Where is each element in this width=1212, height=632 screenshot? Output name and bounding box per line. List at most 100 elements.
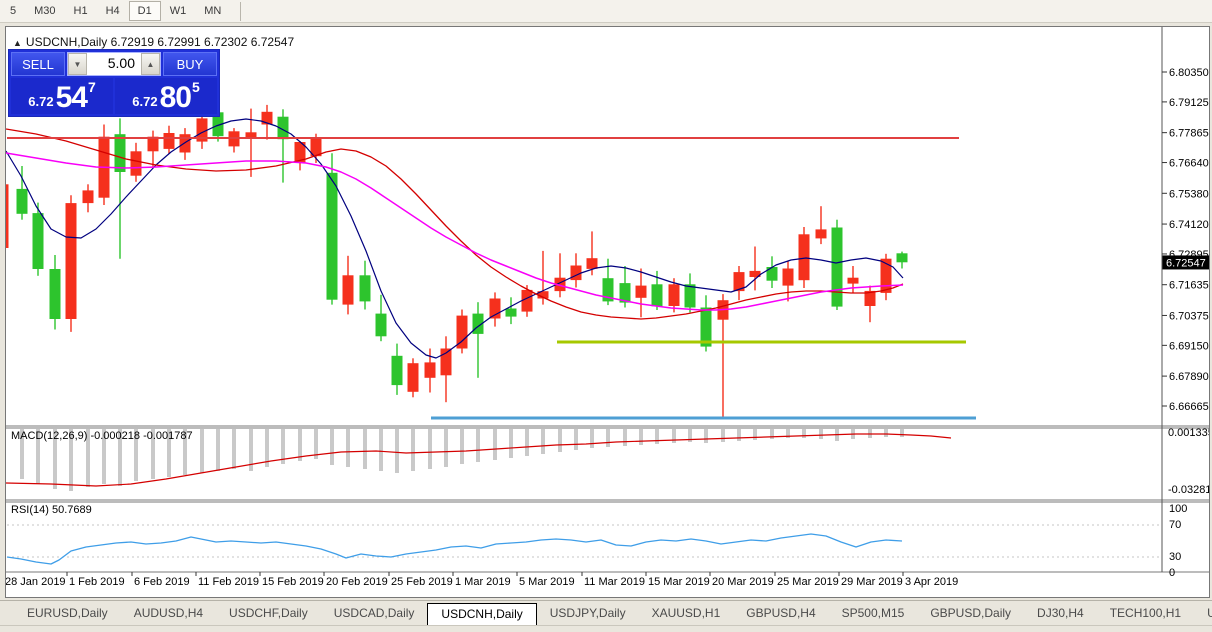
macd-histogram-bar bbox=[884, 429, 888, 437]
price-axis-label: 6.74120 bbox=[1169, 219, 1209, 231]
volume-input[interactable]: 5.00 bbox=[107, 55, 135, 71]
chart-window: 6.80350 6.79125 6.77865 6.76640 6.75380 6.741… bbox=[5, 26, 1210, 598]
macd-histogram-bar bbox=[428, 429, 432, 469]
macd-histogram-bar bbox=[20, 429, 24, 479]
volume-decrease-icon[interactable]: ▼ bbox=[68, 53, 87, 75]
chart-tab-sp500[interactable]: SP500,M15 bbox=[841, 606, 905, 620]
sell-price-display[interactable]: 6.72 54 7 bbox=[11, 78, 113, 114]
date-axis-label: 1 Feb 2019 bbox=[69, 576, 125, 588]
chart-tab-audusd[interactable]: AUDUSD,H4 bbox=[133, 606, 204, 620]
candle-body-up bbox=[798, 234, 810, 281]
volume-stepper: ▼ 5.00 ▲ bbox=[67, 52, 161, 76]
candle-body-up bbox=[65, 203, 77, 319]
chart-tab-gbpusd[interactable]: GBPUSD,H4 bbox=[746, 606, 816, 620]
date-axis-label: 11 Feb 2019 bbox=[198, 576, 259, 588]
macd-histogram-bar bbox=[314, 429, 318, 459]
macd-signal-line bbox=[6, 433, 952, 487]
candle-body-up bbox=[310, 138, 322, 157]
macd-histogram-bar bbox=[379, 429, 383, 471]
chart-tab-dj30[interactable]: DJ30,H4 bbox=[1037, 606, 1084, 620]
sell-price-prefix: 6.72 bbox=[28, 94, 54, 109]
candle-body-down bbox=[326, 172, 338, 300]
current-price-tag bbox=[1162, 255, 1209, 270]
macd-histogram-bar bbox=[281, 429, 285, 464]
macd-histogram-bar bbox=[753, 429, 757, 440]
candle-body-down bbox=[896, 253, 908, 263]
timeframe-button-h4[interactable]: H4 bbox=[105, 5, 120, 17]
chart-tab-usdcnh[interactable]: USDCNH,Daily bbox=[427, 603, 537, 625]
chart-tab-ukc[interactable]: UKC bbox=[1207, 606, 1212, 620]
candle-body-up bbox=[82, 190, 94, 204]
price-axis-label: 6.80350 bbox=[1169, 67, 1209, 79]
buy-price-display[interactable]: 6.72 80 5 bbox=[115, 78, 217, 114]
chart-tab-usdjpy[interactable]: USDJPY,Daily bbox=[549, 606, 626, 620]
chart-tab-usdchf[interactable]: USDCHF,Daily bbox=[229, 606, 308, 620]
candle-body-up bbox=[864, 290, 876, 306]
candle-body-down bbox=[619, 283, 631, 303]
timeframe-button-mn[interactable]: MN bbox=[204, 5, 222, 17]
date-axis-label: 25 Feb 2019 bbox=[391, 576, 453, 588]
chart-tab-gbpusd[interactable]: GBPUSD,Daily bbox=[930, 606, 1012, 620]
candle-body-down bbox=[472, 313, 484, 334]
candle-body-up bbox=[733, 272, 745, 292]
macd-histogram-bar bbox=[786, 429, 790, 438]
date-axis-label: 20 Feb 2019 bbox=[326, 576, 388, 588]
macd-histogram-bar bbox=[183, 429, 187, 475]
candle-body-down bbox=[212, 112, 224, 137]
candle-body-up bbox=[440, 348, 452, 376]
candle-body-down bbox=[700, 307, 712, 347]
chart-tab-usdcad[interactable]: USDCAD,Daily bbox=[333, 606, 415, 620]
macd-histogram-bar bbox=[53, 429, 57, 489]
ma-slow-line bbox=[6, 152, 904, 311]
volume-increase-icon[interactable]: ▲ bbox=[141, 53, 160, 75]
timeframe-button-h1[interactable]: H1 bbox=[73, 5, 88, 17]
chart-tab-xauusd[interactable]: XAUUSD,H1 bbox=[651, 606, 721, 620]
macd-histogram-bar bbox=[672, 429, 676, 443]
candle-body-down bbox=[277, 116, 289, 140]
timeframe-button-5[interactable]: 5 bbox=[10, 5, 17, 17]
candle-body-up bbox=[424, 362, 436, 378]
buy-button[interactable]: BUY bbox=[163, 52, 217, 76]
macd-histogram-bar bbox=[590, 429, 594, 448]
price-axis-label: 6.79125 bbox=[1169, 97, 1209, 109]
macd-histogram-bar bbox=[525, 429, 529, 456]
timeframe-button-w1[interactable]: W1 bbox=[169, 5, 187, 17]
rsi-axis-label: 30 bbox=[1169, 551, 1181, 563]
candle-body-down bbox=[114, 134, 126, 172]
macd-histogram-bar bbox=[216, 429, 220, 471]
date-axis-label: 15 Mar 2019 bbox=[648, 576, 710, 588]
macd-histogram-bar bbox=[704, 429, 708, 443]
macd-histogram-bar bbox=[655, 429, 659, 444]
rsi-line bbox=[6, 533, 903, 565]
timeframe-button-m30[interactable]: M30 bbox=[34, 5, 56, 17]
candle-body-up bbox=[554, 277, 566, 292]
chart-tab-eurusd[interactable]: EURUSD,Daily bbox=[27, 606, 108, 620]
candle-body-up bbox=[342, 275, 354, 305]
chart-tab-tech100[interactable]: TECH100,H1 bbox=[1109, 606, 1182, 620]
macd-histogram-bar bbox=[721, 429, 725, 442]
ma-fast-line bbox=[6, 118, 904, 359]
macd-histogram-bar bbox=[167, 429, 171, 477]
date-axis-label: 1 Mar 2019 bbox=[455, 576, 511, 588]
sell-button[interactable]: SELL bbox=[11, 52, 65, 76]
macd-histogram-bar bbox=[574, 429, 578, 450]
collapse-panel-icon[interactable]: ▲ bbox=[13, 38, 22, 48]
candle-body-down bbox=[49, 269, 61, 319]
candle-body-up bbox=[782, 268, 794, 286]
macd-histogram-bar bbox=[69, 429, 73, 491]
price-axis-label: 6.70375 bbox=[1169, 310, 1209, 322]
timeframe-toolbar: 5 M30 H1 H4 D1 W1 MN bbox=[0, 0, 1212, 23]
macd-histogram-bar bbox=[688, 429, 692, 442]
candle-body-up bbox=[196, 118, 208, 142]
macd-axis-label: -0.032812 bbox=[1168, 484, 1209, 496]
timeframe-button-d1[interactable]: D1 bbox=[128, 1, 161, 21]
macd-histogram-bar bbox=[265, 429, 269, 467]
macd-histogram-bar bbox=[493, 429, 497, 460]
macd-histogram-bar bbox=[460, 429, 464, 464]
buy-price-prefix: 6.72 bbox=[132, 94, 158, 109]
ma-mid-line bbox=[6, 128, 904, 320]
macd-histogram-bar bbox=[509, 429, 513, 458]
chart-canvas[interactable]: 6.80350 6.79125 6.77865 6.76640 6.75380 6.741… bbox=[6, 27, 1209, 597]
candle-body-down bbox=[651, 284, 663, 307]
date-axis-label: 11 Mar 2019 bbox=[584, 576, 645, 588]
